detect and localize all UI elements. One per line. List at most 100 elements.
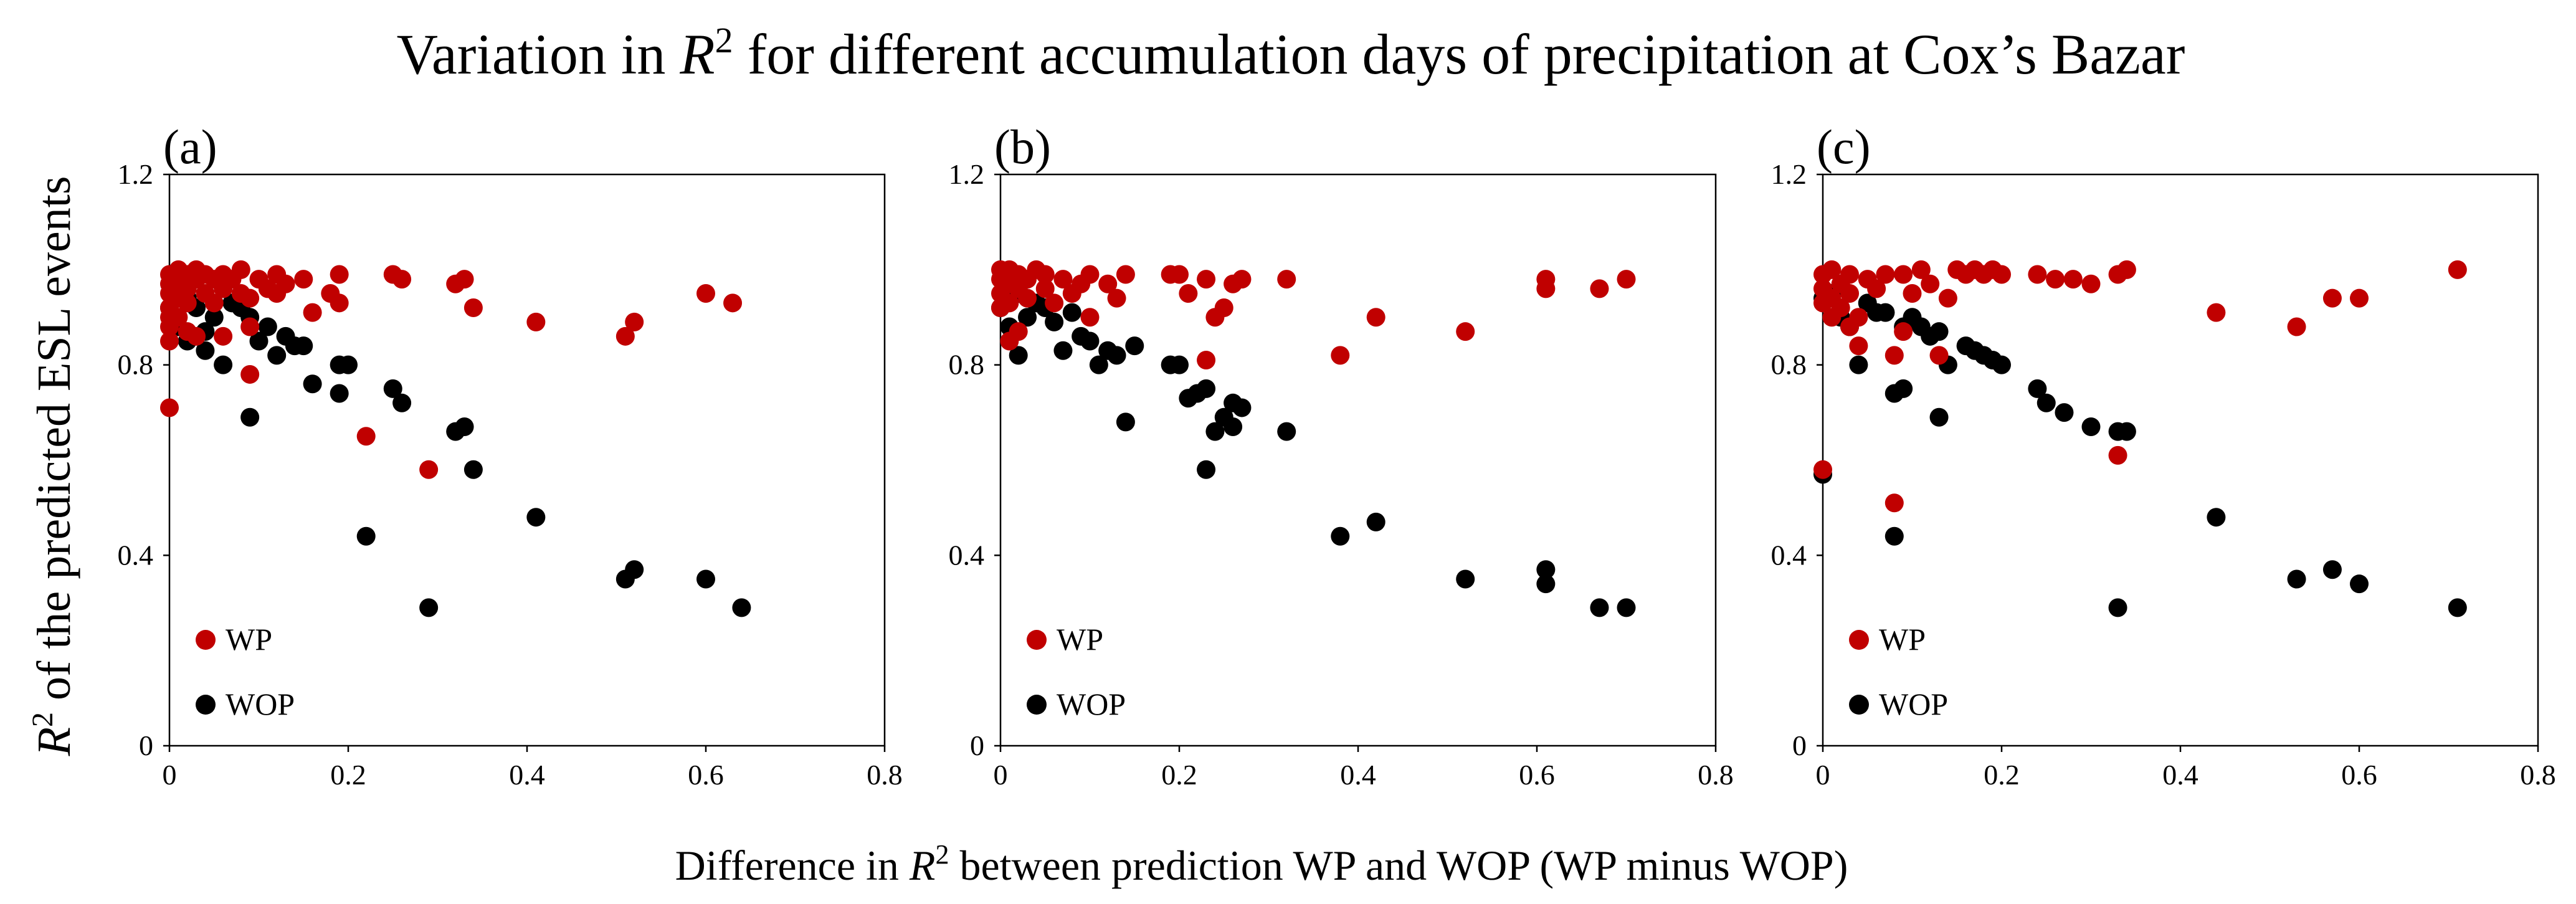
data-point bbox=[249, 331, 269, 351]
series-wp bbox=[160, 260, 743, 479]
data-point bbox=[276, 274, 295, 293]
y-axis-label: R2 of the predicted ESL events bbox=[26, 176, 80, 757]
data-point bbox=[2117, 260, 2136, 279]
data-point bbox=[1840, 284, 1860, 303]
data-point bbox=[231, 260, 250, 279]
data-point bbox=[1116, 265, 1135, 284]
legend-label: WP bbox=[226, 622, 272, 657]
data-point bbox=[419, 460, 439, 479]
series-wop bbox=[991, 284, 1636, 617]
data-point bbox=[455, 417, 474, 437]
data-point bbox=[2081, 417, 2101, 437]
data-point bbox=[2046, 270, 2065, 289]
legend-label: WP bbox=[1057, 622, 1103, 657]
panel-a: (a) 0 0.4 0.8 1.2 0 0.2 0.4 0.6 0.8 WP WOP bbox=[118, 120, 903, 791]
data-point bbox=[1179, 284, 1198, 303]
data-point bbox=[187, 326, 206, 346]
data-point bbox=[1366, 512, 1385, 531]
x-tick-label: 0.8 bbox=[1698, 759, 1734, 791]
y-tick-label: 0 bbox=[970, 730, 984, 761]
data-point bbox=[463, 298, 483, 317]
x-tick-label: 0.2 bbox=[1984, 759, 2020, 791]
panel-c: (c) 0 0.4 0.8 1.2 0 0.2 0.4 0.6 0.8 WP WOP bbox=[1771, 120, 2556, 791]
data-point bbox=[1894, 322, 1913, 341]
y-tick-label: 0.4 bbox=[1771, 539, 1807, 571]
data-point bbox=[1884, 493, 1904, 513]
figure-title: Variation in R2 for different accumulati… bbox=[397, 20, 2185, 86]
data-point bbox=[160, 331, 179, 351]
data-point bbox=[356, 427, 376, 446]
y-tick-label: 0 bbox=[139, 730, 153, 761]
data-point bbox=[258, 317, 277, 336]
data-point bbox=[1911, 260, 1931, 279]
x-tick-label: 0 bbox=[994, 759, 1008, 791]
data-point bbox=[1894, 265, 1913, 284]
data-point bbox=[2448, 598, 2467, 617]
legend-marker bbox=[196, 695, 216, 715]
data-point bbox=[1009, 322, 1028, 341]
data-point bbox=[1197, 460, 1216, 479]
x-tick-label: 0.6 bbox=[1519, 759, 1555, 791]
legend-marker bbox=[196, 630, 216, 650]
data-point bbox=[1053, 270, 1073, 289]
data-point bbox=[1035, 265, 1055, 284]
data-point bbox=[1107, 346, 1126, 365]
data-point bbox=[178, 293, 197, 313]
data-point bbox=[2117, 422, 2136, 441]
x-tick-label: 0.2 bbox=[330, 759, 366, 791]
data-point bbox=[1170, 355, 1189, 374]
data-point bbox=[1876, 265, 1895, 284]
data-point bbox=[1331, 526, 1350, 546]
data-point bbox=[2063, 270, 2083, 289]
data-point bbox=[1938, 288, 1957, 308]
data-point bbox=[330, 293, 349, 313]
panels: (a) 0 0.4 0.8 1.2 0 0.2 0.4 0.6 0.8 WP WOP (b) 0 0.4 0.… bbox=[118, 120, 2556, 791]
data-point bbox=[2207, 508, 2226, 527]
data-point bbox=[240, 364, 260, 384]
y-tick-label: 0.4 bbox=[118, 539, 154, 571]
panel-b: (b) 0 0.4 0.8 1.2 0 0.2 0.4 0.6 0.8 WP WOP bbox=[949, 120, 1734, 791]
data-point bbox=[526, 312, 546, 331]
x-tick-label: 0.8 bbox=[867, 759, 903, 791]
x-axis-label: Difference in R2 between prediction WP a… bbox=[675, 839, 1848, 889]
data-point bbox=[214, 326, 233, 346]
data-point bbox=[240, 288, 260, 308]
data-point bbox=[303, 303, 322, 322]
data-point bbox=[196, 341, 215, 360]
data-point bbox=[1045, 312, 1064, 331]
data-point bbox=[1840, 265, 1860, 284]
y-tick-label: 0.4 bbox=[949, 539, 985, 571]
data-point bbox=[1849, 336, 1868, 356]
data-point bbox=[330, 384, 349, 403]
data-point bbox=[1366, 308, 1385, 327]
data-point bbox=[1277, 270, 1296, 289]
data-point bbox=[1080, 331, 1100, 351]
data-point bbox=[1214, 298, 1233, 317]
data-point bbox=[455, 270, 474, 289]
data-point bbox=[1018, 308, 1037, 327]
data-point bbox=[214, 355, 233, 374]
data-point bbox=[160, 398, 179, 417]
data-point bbox=[240, 407, 260, 427]
panel-label: (a) bbox=[163, 120, 217, 174]
data-point bbox=[2028, 265, 2047, 284]
x-tick-label: 0.6 bbox=[2341, 759, 2377, 791]
x-tick-label: 0 bbox=[1816, 759, 1830, 791]
data-point bbox=[339, 355, 358, 374]
data-point bbox=[383, 379, 402, 398]
data-point bbox=[1232, 270, 1252, 289]
y-tick-label: 1.2 bbox=[949, 158, 985, 190]
panel-label: (c) bbox=[1817, 120, 1871, 174]
x-tick-label: 0.8 bbox=[2520, 759, 2556, 791]
data-point bbox=[1080, 308, 1100, 327]
data-point bbox=[1331, 346, 1350, 365]
data-point bbox=[2350, 574, 2369, 594]
data-point bbox=[1822, 260, 1842, 279]
data-point bbox=[1197, 379, 1216, 398]
legend-marker bbox=[1027, 695, 1047, 715]
data-point bbox=[1125, 336, 1144, 356]
data-point bbox=[169, 308, 188, 327]
data-point bbox=[392, 393, 412, 412]
data-point bbox=[1018, 288, 1037, 308]
